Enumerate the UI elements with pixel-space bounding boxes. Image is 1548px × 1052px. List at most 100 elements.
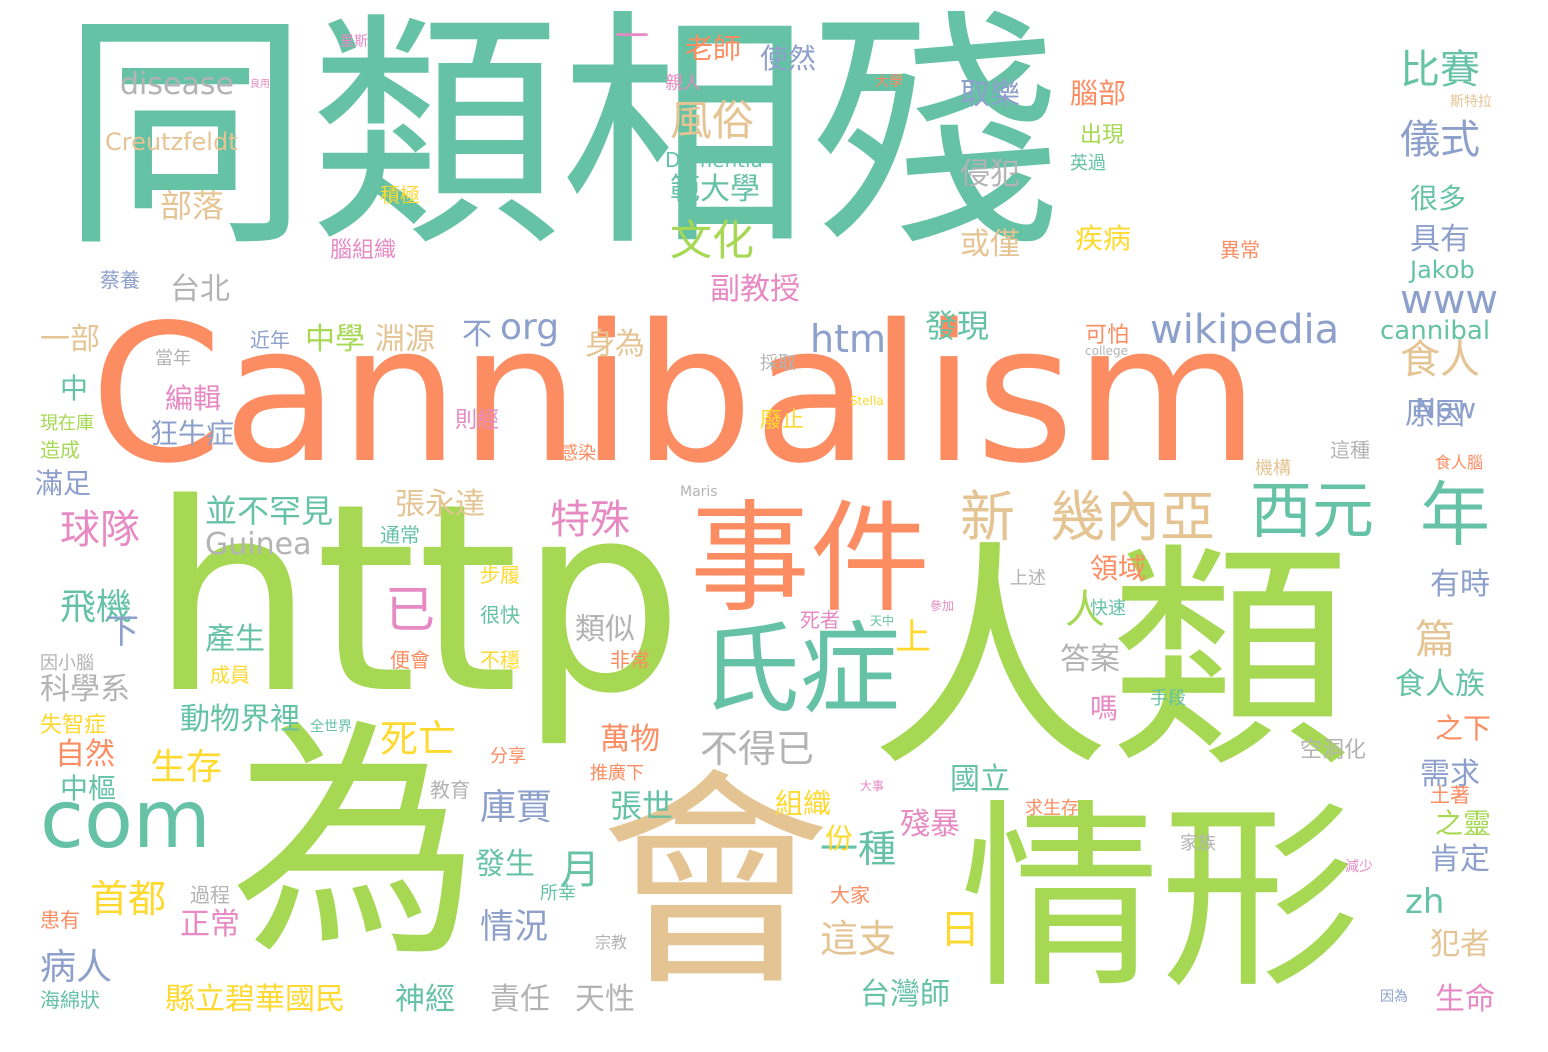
word-75705e38: 異常 (1220, 238, 1260, 262)
word-767c751f: 發生 (475, 847, 535, 882)
word-5feb901f: 快速 (1090, 598, 1126, 619)
word-4e0090e8: 一部 (40, 322, 100, 357)
word-75765e74: 當年 (155, 348, 191, 369)
word-8eab70ba: 身為 (585, 327, 645, 362)
word-6703: 會 (600, 751, 831, 1018)
word-creutzfeldt: Creutzfeldt (105, 128, 238, 156)
word-63a85ee34e0b: 推廣下 (590, 763, 644, 784)
word-79d15b787cfb: 科學系 (40, 672, 130, 707)
word-4f7f7136: 使然 (760, 42, 817, 75)
word-897f5143: 西元 (1250, 474, 1375, 547)
word-maris: Maris (680, 484, 718, 500)
word-611f67d3: 感染 (560, 443, 596, 464)
word-com: com (40, 773, 211, 866)
word-75c54eba: 病人 (40, 947, 113, 988)
word-90206210: 造成 (40, 438, 80, 462)
word-disease: disease (120, 67, 234, 102)
word-6e1b5c11: 減少 (1345, 859, 1373, 875)
word-cannibalism: Cannibalism (90, 284, 1260, 505)
word-5b976559: 宗教 (595, 933, 628, 952)
word-4e0a8ff0: 上述 (1010, 568, 1046, 589)
word-7b546848: 答案 (1060, 642, 1120, 677)
word-901a5e38: 通常 (380, 523, 420, 547)
word-6bd48cfd: 比賽 (1400, 47, 1480, 93)
word-72c2725b75c7: 狂牛症 (150, 417, 235, 450)
word-5e7e51674e9e: 幾內亞 (1050, 485, 1216, 549)
word-65e5: 日 (940, 907, 980, 953)
word-6eff8db3: 滿足 (35, 467, 92, 500)
word-60c56cc1: 情況 (480, 907, 548, 947)
word-7a7a6d1e5316: 空洞化 (1300, 738, 1367, 763)
word-51776709: 具有 (1410, 222, 1470, 257)
word-975e5e38: 非常 (610, 648, 650, 672)
word-842c7269: 萬物 (600, 722, 660, 757)
word-4e8b4ef6: 事件 (690, 490, 930, 629)
word-6a5f69cb: 機構 (1255, 458, 1291, 479)
word-6b635e38: 正常 (180, 907, 240, 942)
word-4e0b: 下 (105, 612, 139, 652)
word-526f65596388: 副教授 (710, 272, 800, 307)
word-59275b78: 大學 (875, 74, 903, 90)
word-52d57269754c88e1: 動物界裡 (180, 702, 300, 737)
word-751f547d: 生命 (1435, 982, 1495, 1017)
word-4e264e0d7f55898b: 並不罕見 (205, 492, 334, 530)
word-6d777dbf72c0: 海綿狀 (40, 988, 100, 1012)
word-60c55f62: 情形 (960, 783, 1361, 1016)
word-4eba985e: 人類 (870, 520, 1351, 800)
word-4e00: 一 (615, 17, 649, 57)
word-6c0f75c7: 氏症 (700, 611, 900, 728)
word-816690e8: 腦部 (1070, 77, 1127, 110)
word-53ef6015: 可怕 (1085, 323, 1130, 348)
word-80015e2b: 老師 (685, 32, 742, 65)
word-4e007a2e: 一種 (820, 827, 897, 871)
word-72af8005: 犯者 (1430, 927, 1490, 962)
word-98a84fd7: 風俗 (670, 96, 755, 145)
word-4fbf6703: 便會 (390, 648, 430, 672)
word-624b6bb5: 手段 (1150, 688, 1186, 709)
word-985e4f3c: 類似 (575, 612, 635, 647)
word-570b7acb: 國立 (950, 762, 1010, 797)
word-college: college (1085, 344, 1128, 358)
word-4e4b4e0b: 之下 (1435, 712, 1492, 745)
word-81667d447e54: 腦組織 (330, 238, 397, 263)
word-60a36709: 患有 (40, 908, 80, 932)
word-98db6a5f: 飛機 (60, 587, 133, 628)
word-6b9866b4: 殘暴 (900, 807, 960, 842)
word-795e7d93: 神經 (395, 982, 455, 1017)
word-97006c42: 需求 (1420, 757, 1480, 792)
word-4e2d5b78: 中學 (305, 322, 365, 357)
word-wikipedia: wikipedia (1150, 307, 1340, 353)
word-53f070635e2b: 台灣師 (860, 977, 950, 1012)
word-stella: Stella (850, 394, 884, 408)
word-621650c5: 或僅 (960, 227, 1020, 262)
word-6708: 月 (560, 847, 600, 893)
word-59296027: 天性 (575, 982, 635, 1017)
word-7de88f2f: 編輯 (165, 382, 222, 415)
word-9019652f: 這支 (820, 917, 897, 961)
word-8cac4efb: 責任 (490, 982, 550, 1017)
word-98df4eba8166: 食人腦 (1435, 453, 1484, 472)
word-55ce: 嗎 (1090, 692, 1119, 725)
word-5bb665cf: 家族 (1180, 833, 1216, 854)
word-guinea: Guinea (205, 527, 312, 562)
word-6b7b8005: 死者 (800, 608, 840, 632)
word-5f88591a: 很多 (1410, 182, 1467, 215)
word-63a153d6: 採取 (760, 353, 796, 374)
word-81ea7136: 自然 (55, 737, 115, 772)
word-52477d93: 則經 (455, 408, 500, 433)
word-8fd15e74: 近年 (250, 328, 290, 352)
word-6c42751f5b58: 求生存 (1025, 798, 1079, 819)
word-65af727962c9: 斯特拉 (1450, 94, 1492, 110)
word-4e0a: 上 (895, 617, 932, 658)
word-65b0: 新 (960, 485, 1016, 549)
word-56e05c0f8166: 因小腦 (40, 653, 94, 674)
word-91cc65af: 里斯 (340, 34, 368, 50)
word-62405e78: 所幸 (540, 883, 576, 904)
word-51fa73fe: 出現 (1080, 123, 1125, 148)
word-4e0d7a69: 不穩 (480, 648, 520, 672)
word-www: www (1400, 277, 1499, 323)
word-75be75c5: 疾病 (1075, 222, 1132, 255)
word-new: New (1415, 392, 1477, 425)
word-4e2d: 中 (60, 372, 89, 405)
